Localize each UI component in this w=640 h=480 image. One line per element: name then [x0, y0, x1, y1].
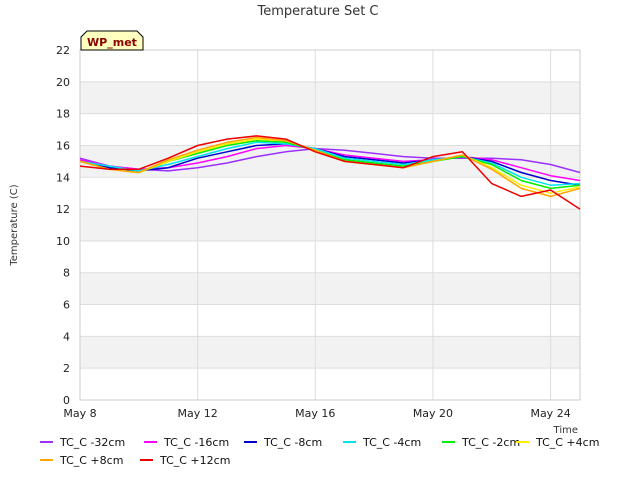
legend-item-2: TC_C -16cm: [144, 436, 229, 449]
legend-item-8: TC_C +12cm: [140, 454, 230, 467]
y-tick-label: 18: [56, 108, 70, 121]
y-tick-label: 6: [63, 299, 70, 312]
y-tick-label: 10: [56, 235, 70, 248]
x-tick-label: May 12: [178, 407, 218, 420]
x-tick-label: May 20: [413, 407, 453, 420]
grid-bands: [80, 50, 580, 400]
legend-label: TC_C +4cm: [535, 436, 599, 449]
site-badge-box: [80, 30, 144, 51]
grid-band: [80, 272, 580, 305]
grid-band: [80, 336, 580, 369]
series-line-3: [79, 143, 581, 186]
y-axis-label: Temperature (C): [9, 184, 20, 266]
y-tick-label: 14: [56, 171, 70, 184]
y-axis-ticks: 0 2 4 6 8 10 12 14 16 18 20 22: [56, 44, 70, 407]
legend-label: TC_C -32cm: [59, 436, 125, 449]
legend-item-7: TC_C +8cm: [40, 454, 123, 467]
grid-band: [80, 113, 580, 146]
legend-label: TC_C +12cm: [159, 454, 230, 467]
grid-band: [80, 304, 580, 337]
site-badge: WP_met: [80, 30, 144, 51]
legend-item-4: TC_C -4cm: [343, 436, 421, 449]
plot-frame: [79, 49, 581, 401]
legend-label: TC_C -2cm: [461, 436, 520, 449]
x-tick-label: May 8: [63, 407, 96, 420]
series-line-1: [79, 147, 581, 174]
y-tick-label: 2: [63, 362, 70, 375]
grid-lines: [79, 49, 580, 401]
grid-band: [80, 50, 580, 82]
series-line-4: [79, 141, 581, 186]
y-tick-label: 0: [63, 394, 70, 407]
y-tick-label: 8: [63, 267, 70, 280]
y-tick-label: 20: [56, 76, 70, 89]
grid-band: [80, 209, 580, 241]
y-tick-label: 22: [56, 44, 70, 57]
x-axis-label: Time: [553, 425, 578, 436]
x-axis-ticks: May 8 May 12 May 16 May 20 May 24: [63, 407, 570, 420]
grid-band: [80, 240, 580, 273]
grid-band: [80, 177, 580, 210]
site-badge-label: WP_met: [87, 36, 137, 49]
legend-label: TC_C -8cm: [263, 436, 322, 449]
x-tick-label: May 16: [295, 407, 335, 420]
y-tick-label: 16: [56, 139, 70, 152]
grid-band: [80, 81, 580, 114]
legend-item-5: TC_C -2cm: [442, 436, 520, 449]
x-tick-label: May 24: [530, 407, 570, 420]
legend-item-3: TC_C -8cm: [244, 436, 322, 449]
legend-label: TC_C -4cm: [362, 436, 421, 449]
legend: TC_C -32cm TC_C -16cm TC_C -8cm TC_C -4cm TC…: [40, 436, 599, 467]
legend-label: TC_C -16cm: [163, 436, 229, 449]
chart-title: Temperature Set C: [256, 4, 378, 19]
series-layer: [79, 135, 581, 210]
y-tick-label: 12: [56, 203, 70, 216]
legend-label: TC_C +8cm: [59, 454, 123, 467]
legend-item-1: TC_C -32cm: [40, 436, 125, 449]
series-line-7: [79, 136, 581, 198]
series-line-8: [79, 135, 581, 210]
grid-band: [80, 368, 580, 400]
legend-item-6: TC_C +4cm: [516, 436, 599, 449]
y-tick-label: 4: [63, 330, 70, 343]
